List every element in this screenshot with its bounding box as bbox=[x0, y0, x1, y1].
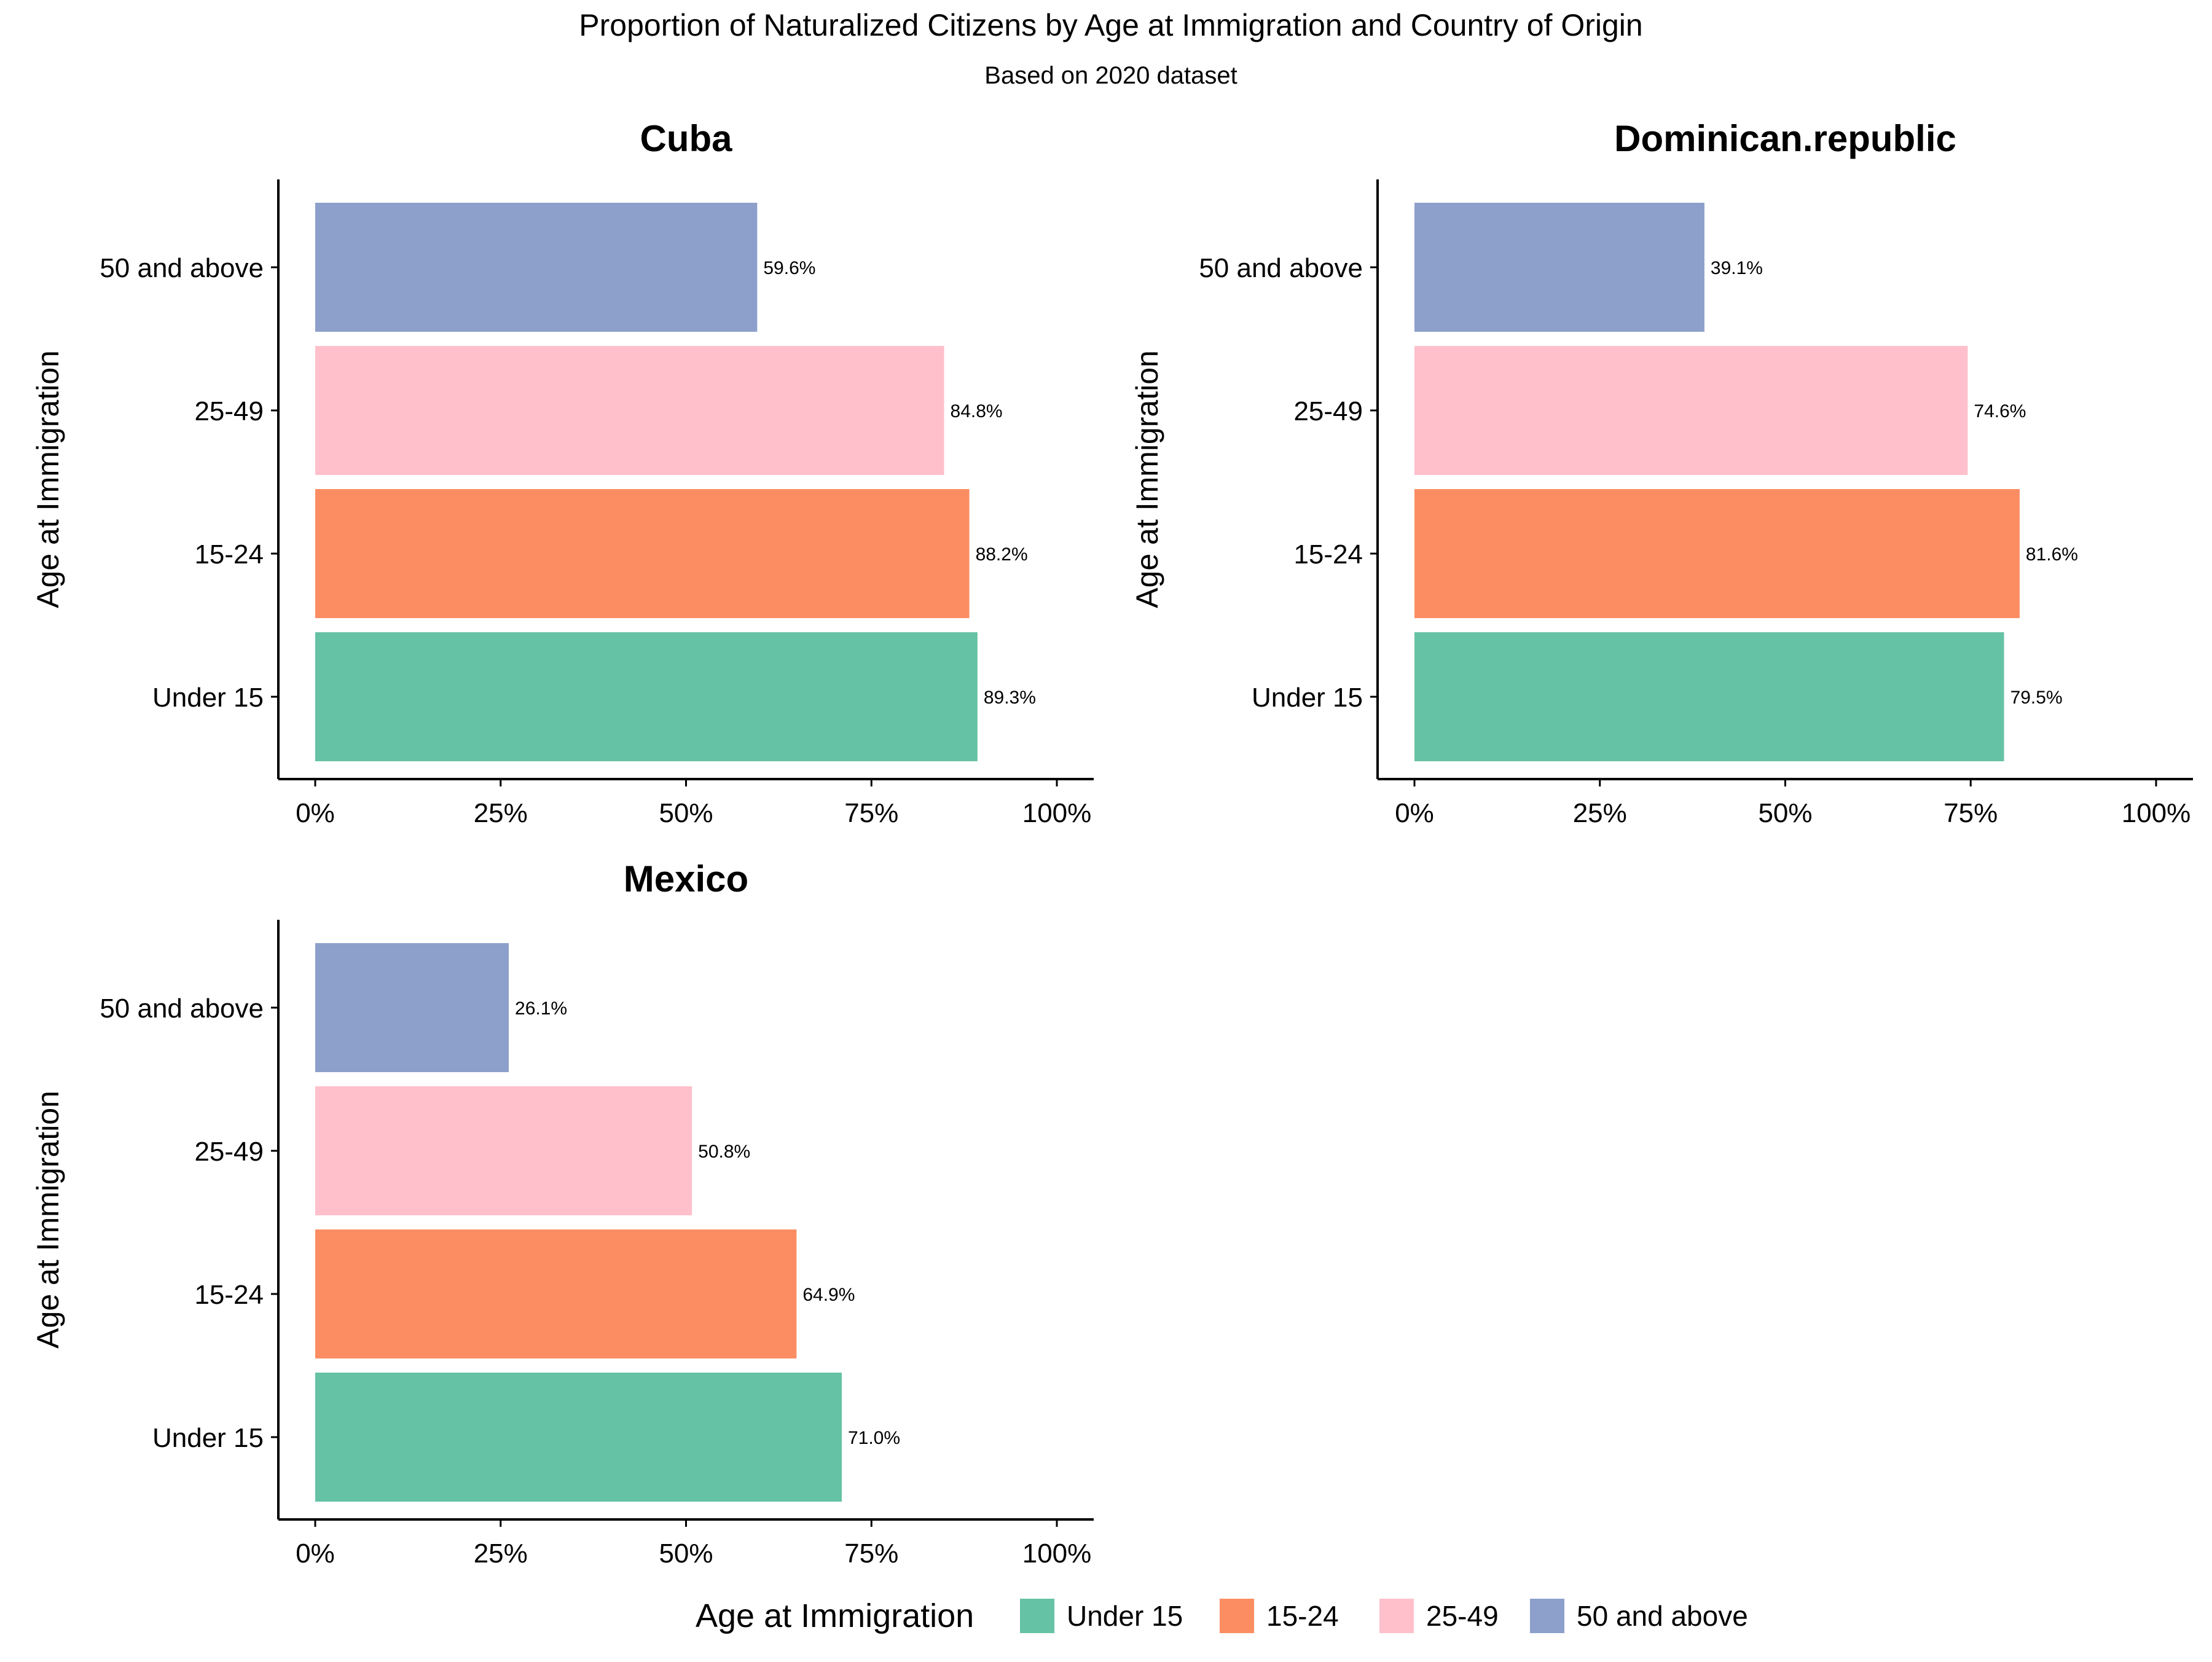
panel-title: Cuba bbox=[640, 118, 733, 159]
data-label: 84.8% bbox=[951, 401, 1003, 421]
bar bbox=[315, 1229, 797, 1358]
chart-title: Proportion of Naturalized Citizens by Ag… bbox=[579, 8, 1642, 42]
legend-swatch bbox=[1220, 1599, 1254, 1633]
panel-cuba: Cuba 89.3% Under 15 88.2% 15-24 84.8% 25-49 59.… bbox=[31, 118, 1094, 828]
data-label: 59.6% bbox=[763, 258, 815, 278]
y-tick-label: Under 15 bbox=[152, 683, 264, 713]
data-label: 50.8% bbox=[698, 1142, 750, 1162]
bar bbox=[1414, 346, 1968, 475]
legend-title: Age at Immigration bbox=[696, 1597, 974, 1634]
x-tick-label: 75% bbox=[844, 798, 898, 828]
y-tick-label: 15-24 bbox=[1293, 539, 1363, 570]
legend-label: 25-49 bbox=[1426, 1600, 1499, 1632]
panel-dominican-republic: Dominican.republic 79.5% Under 15 81.6% 15-2… bbox=[1130, 118, 2193, 828]
bar bbox=[315, 1373, 842, 1502]
panel-title: Dominican.republic bbox=[1614, 118, 1956, 159]
legend: Age at Immigration Under 15 15-24 25-49 50 a… bbox=[696, 1597, 1748, 1634]
y-tick-label: 50 and above bbox=[100, 994, 264, 1024]
data-label: 26.1% bbox=[515, 998, 567, 1019]
legend-item: Under 15 bbox=[1020, 1599, 1183, 1633]
bar bbox=[315, 1086, 692, 1215]
x-tick-label: 100% bbox=[2122, 798, 2191, 828]
bar bbox=[1414, 489, 2020, 618]
y-tick-label: 25-49 bbox=[1293, 396, 1363, 426]
x-tick-label: 25% bbox=[474, 798, 528, 828]
y-tick-label: Under 15 bbox=[152, 1423, 264, 1453]
x-tick-label: 0% bbox=[1395, 798, 1434, 828]
data-label: 88.2% bbox=[976, 544, 1028, 565]
x-tick-label: 0% bbox=[296, 798, 335, 828]
x-tick-label: 50% bbox=[1758, 798, 1812, 828]
legend-swatch bbox=[1530, 1599, 1564, 1633]
data-label: 74.6% bbox=[1974, 401, 2026, 421]
y-tick-label: Under 15 bbox=[1252, 683, 1363, 713]
data-label: 71.0% bbox=[848, 1428, 900, 1448]
x-tick-label: 100% bbox=[1022, 1539, 1092, 1569]
legend-item: 50 and above bbox=[1530, 1599, 1748, 1633]
bar bbox=[315, 489, 970, 618]
y-tick-label: 15-24 bbox=[194, 1280, 264, 1310]
x-tick-label: 50% bbox=[659, 1539, 713, 1569]
legend-item: 25-49 bbox=[1379, 1599, 1499, 1633]
bar bbox=[1414, 203, 1704, 332]
bar bbox=[315, 346, 944, 475]
y-tick-label: 50 and above bbox=[100, 253, 264, 283]
bar bbox=[1414, 632, 2004, 761]
x-tick-label: 25% bbox=[474, 1539, 528, 1569]
y-tick-label: 25-49 bbox=[194, 1137, 264, 1167]
bar bbox=[315, 632, 978, 761]
legend-swatch bbox=[1020, 1599, 1054, 1633]
y-axis-title: Age at Immigration bbox=[31, 1091, 65, 1349]
bar bbox=[315, 203, 758, 332]
data-label: 39.1% bbox=[1711, 258, 1763, 278]
panel-mexico: Mexico 71.0% Under 15 64.9% 15-24 50.8% 25-49 2… bbox=[31, 858, 1094, 1569]
x-tick-label: 75% bbox=[844, 1539, 898, 1569]
y-tick-label: 15-24 bbox=[194, 539, 264, 570]
legend-label: Under 15 bbox=[1067, 1600, 1183, 1632]
legend-swatch bbox=[1379, 1599, 1414, 1633]
data-label: 79.5% bbox=[2010, 688, 2063, 708]
data-label: 81.6% bbox=[2026, 544, 2078, 565]
y-tick-label: 25-49 bbox=[194, 396, 264, 426]
legend-label: 50 and above bbox=[1577, 1600, 1748, 1632]
panel-title: Mexico bbox=[624, 858, 748, 900]
legend-item: 15-24 bbox=[1220, 1599, 1339, 1633]
y-tick-label: 50 and above bbox=[1199, 253, 1363, 283]
chart-subtitle: Based on 2020 dataset bbox=[984, 62, 1237, 89]
x-tick-label: 100% bbox=[1022, 798, 1092, 828]
x-tick-label: 0% bbox=[296, 1539, 335, 1569]
x-tick-label: 75% bbox=[1943, 798, 1998, 828]
bar bbox=[315, 943, 509, 1072]
x-tick-label: 50% bbox=[659, 798, 713, 828]
data-label: 64.9% bbox=[802, 1285, 855, 1305]
legend-label: 15-24 bbox=[1266, 1600, 1339, 1632]
panels-layer: Cuba 89.3% Under 15 88.2% 15-24 84.8% 25-49 59.… bbox=[31, 118, 2193, 1569]
x-tick-label: 25% bbox=[1573, 798, 1627, 828]
y-axis-title: Age at Immigration bbox=[1130, 350, 1164, 608]
data-label: 89.3% bbox=[984, 688, 1036, 708]
y-axis-title: Age at Immigration bbox=[31, 350, 65, 608]
